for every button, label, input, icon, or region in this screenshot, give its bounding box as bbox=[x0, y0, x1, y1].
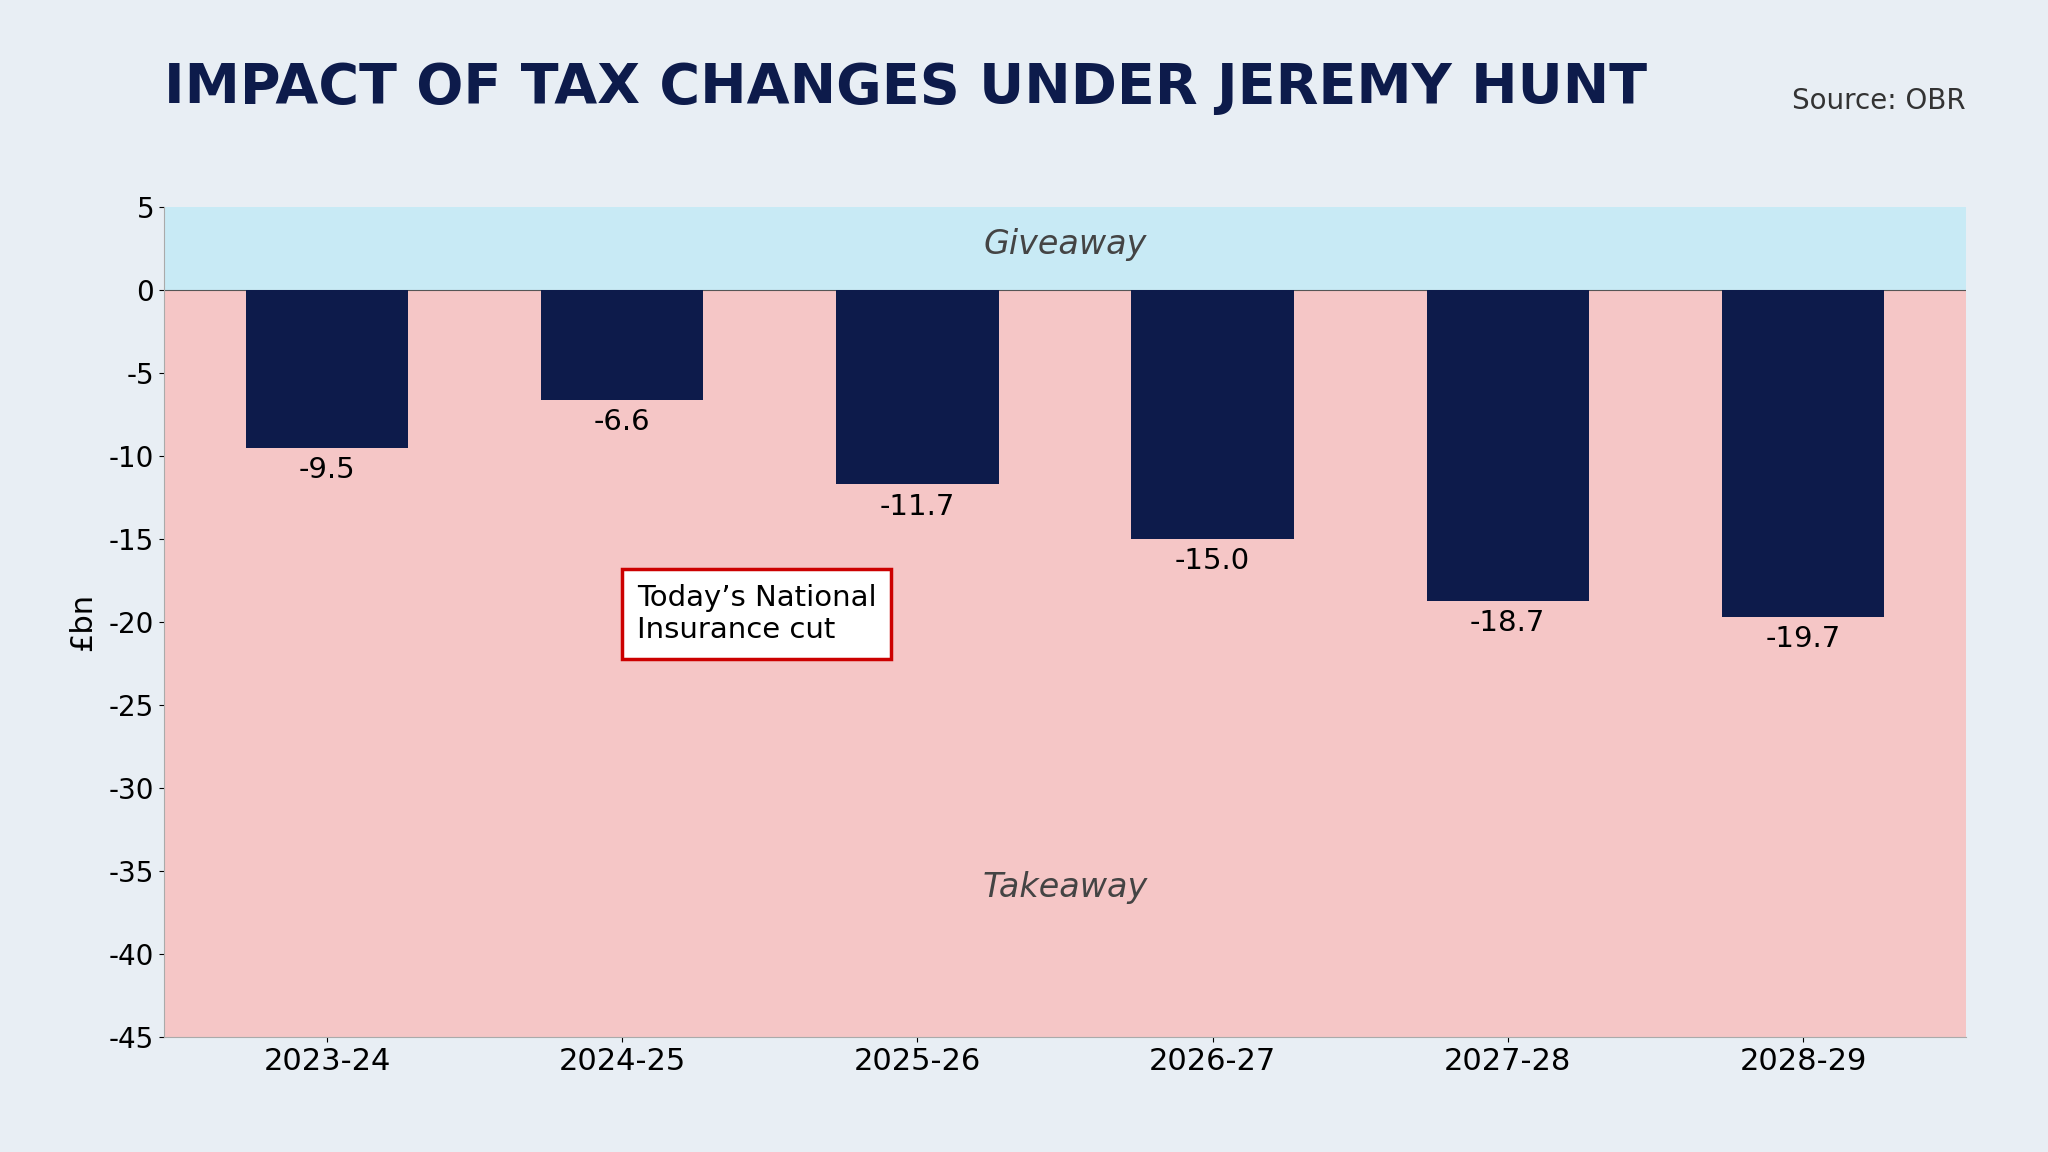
Bar bbox=[164, 207, 1966, 290]
Bar bbox=[836, 290, 999, 484]
Bar bbox=[1722, 290, 1884, 617]
Text: Source: OBR: Source: OBR bbox=[1792, 88, 1966, 115]
Text: -6.6: -6.6 bbox=[594, 408, 651, 437]
Y-axis label: £bn: £bn bbox=[68, 593, 98, 651]
Bar bbox=[1427, 290, 1589, 600]
Text: Takeaway: Takeaway bbox=[983, 871, 1147, 904]
Text: -11.7: -11.7 bbox=[881, 493, 954, 521]
Bar bbox=[246, 290, 408, 448]
Text: -9.5: -9.5 bbox=[299, 456, 354, 484]
Bar bbox=[164, 290, 1966, 1037]
Text: -19.7: -19.7 bbox=[1765, 626, 1841, 653]
Text: Today’s National
Insurance cut: Today’s National Insurance cut bbox=[637, 584, 877, 644]
Text: IMPACT OF TAX CHANGES UNDER JEREMY HUNT: IMPACT OF TAX CHANGES UNDER JEREMY HUNT bbox=[164, 61, 1647, 115]
Bar bbox=[1130, 290, 1294, 539]
Text: -18.7: -18.7 bbox=[1470, 608, 1546, 637]
Text: -15.0: -15.0 bbox=[1176, 547, 1249, 576]
Bar bbox=[541, 290, 702, 400]
Text: Giveaway: Giveaway bbox=[983, 228, 1147, 262]
